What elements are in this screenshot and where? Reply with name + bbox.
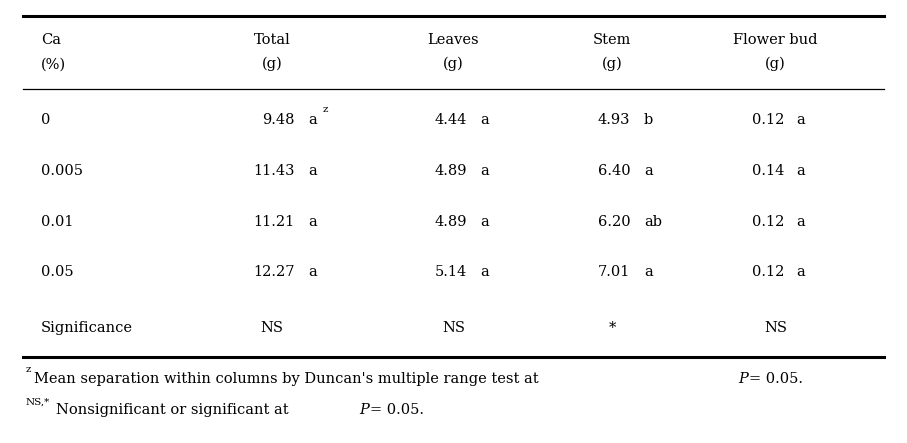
Text: 5.14: 5.14 — [434, 265, 467, 280]
Text: a: a — [644, 163, 653, 178]
Text: a: a — [796, 214, 805, 229]
Text: 0.005: 0.005 — [41, 163, 83, 178]
Text: a: a — [796, 265, 805, 280]
Text: Mean separation within columns by Duncan's multiple range test at: Mean separation within columns by Duncan… — [34, 372, 543, 386]
Text: Nonsignificant or significant at: Nonsignificant or significant at — [56, 403, 294, 417]
Text: a: a — [308, 113, 317, 127]
Text: a: a — [796, 163, 805, 178]
Text: 4.89: 4.89 — [434, 163, 467, 178]
Text: z: z — [25, 365, 31, 373]
Text: ab: ab — [644, 214, 662, 229]
Text: Flower bud: Flower bud — [733, 33, 818, 47]
Text: = 0.05.: = 0.05. — [370, 403, 424, 417]
Text: a: a — [481, 113, 490, 127]
Text: = 0.05.: = 0.05. — [749, 372, 804, 386]
Text: (%): (%) — [41, 57, 66, 71]
Text: a: a — [308, 265, 317, 280]
Text: *: * — [609, 321, 616, 335]
Text: 0.12: 0.12 — [752, 265, 785, 280]
Text: z: z — [323, 105, 328, 114]
Text: 0.14: 0.14 — [752, 163, 785, 178]
Text: (g): (g) — [444, 57, 463, 71]
Text: a: a — [796, 113, 805, 127]
Text: 11.21: 11.21 — [254, 214, 295, 229]
Text: 0: 0 — [41, 113, 50, 127]
Text: b: b — [644, 113, 653, 127]
Text: NS,*: NS,* — [25, 397, 50, 406]
Text: a: a — [481, 214, 490, 229]
Text: Significance: Significance — [41, 321, 132, 335]
Text: Stem: Stem — [593, 33, 631, 47]
Text: Ca: Ca — [41, 33, 61, 47]
Text: (g): (g) — [602, 57, 622, 71]
Text: NS: NS — [764, 321, 787, 335]
Text: 0.12: 0.12 — [752, 113, 785, 127]
Text: 0.12: 0.12 — [752, 214, 785, 229]
Text: NS: NS — [260, 321, 284, 335]
Text: (g): (g) — [766, 57, 785, 71]
Text: Total: Total — [254, 33, 290, 47]
Text: a: a — [308, 163, 317, 178]
Text: NS: NS — [442, 321, 465, 335]
Text: 6.20: 6.20 — [598, 214, 630, 229]
Text: a: a — [644, 265, 653, 280]
Text: a: a — [481, 163, 490, 178]
Text: 0.05: 0.05 — [41, 265, 73, 280]
Text: 4.89: 4.89 — [434, 214, 467, 229]
Text: P: P — [738, 372, 748, 386]
Text: 6.40: 6.40 — [598, 163, 630, 178]
Text: Leaves: Leaves — [428, 33, 479, 47]
Text: 0.01: 0.01 — [41, 214, 73, 229]
Text: 11.43: 11.43 — [253, 163, 295, 178]
Text: 4.44: 4.44 — [434, 113, 467, 127]
Text: 4.93: 4.93 — [598, 113, 630, 127]
Text: 9.48: 9.48 — [262, 113, 295, 127]
Text: 7.01: 7.01 — [598, 265, 630, 280]
Text: P: P — [359, 403, 369, 417]
Text: 12.27: 12.27 — [253, 265, 295, 280]
Text: (g): (g) — [262, 57, 282, 71]
Text: a: a — [481, 265, 490, 280]
Text: a: a — [308, 214, 317, 229]
